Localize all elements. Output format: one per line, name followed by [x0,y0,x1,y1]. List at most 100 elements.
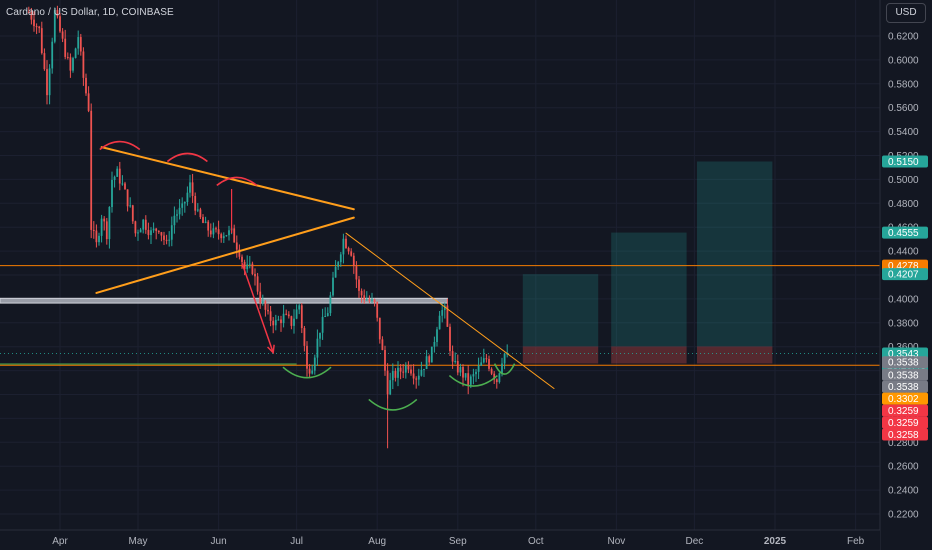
candle-body [144,219,147,230]
candle-body [222,236,225,239]
candle-body [178,207,181,215]
time-tick-label: Sep [449,536,467,547]
candle-body [256,276,259,292]
price-tick-label: 0.4400 [888,247,919,258]
price-tick-label: 0.2400 [888,486,919,497]
resistance-zone [0,297,448,304]
breakdown-arrow [241,262,274,353]
currency-button[interactable]: USD [886,3,926,23]
symbol-legend[interactable]: Cardano / US Dollar, 1D, COINBASE [6,7,174,18]
time-tick-label: Apr [52,536,68,547]
candle-body [35,26,38,28]
price-tick-label: 0.5800 [888,79,919,90]
candle-body [295,309,298,319]
candle-body [404,365,407,373]
candle-body [397,367,399,378]
price-tag-10 [882,404,928,417]
candle-body [303,328,306,346]
candle-body [116,168,119,177]
price-tick-label: 0.5000 [888,175,919,186]
price-tag-label: 0.4207 [888,270,919,281]
candle-body [365,299,368,301]
candle-body [373,299,376,303]
candle-body [72,58,74,71]
price-tick-label: 0.6200 [888,32,919,43]
price-tags: 0.51500.45550.42780.42070.354313:29:430.… [882,155,928,441]
inverse-shoulder-arc-3 [448,374,498,387]
target-zone-2 [611,232,687,347]
price-tag-7 [882,368,928,381]
candle-body [277,319,280,321]
candle-body [451,351,454,362]
price-tick-label: 0.2200 [888,510,919,521]
candle-body [274,319,277,326]
time-tick-label: May [129,536,148,547]
candle-body [204,221,207,223]
candle-body [121,183,124,185]
candle-body [391,371,394,381]
price-tag-9 [882,392,928,405]
candle-body [59,16,61,32]
shoulder-arc-3 [216,176,258,187]
candle-body [493,373,496,380]
candle-body [293,318,295,326]
candle-body [319,332,321,339]
shoulder-arc-2 [166,152,208,163]
candle-body [415,378,418,380]
time-tick-label: Jun [211,536,227,547]
time-tick-label: Oct [528,536,544,547]
time-axis[interactable]: Apr May Jun Jul Aug Sep Oct Nov Dec 2025 Feb [0,529,880,550]
candle-body [350,251,353,256]
candle-body [308,368,311,374]
candle-body [139,229,142,233]
price-tick-label: 0.4800 [888,199,919,210]
stop-zone-1 [522,346,599,364]
candle-body [280,319,282,324]
candle-body [163,235,165,240]
price-tag-label: 0.3259 [888,406,919,417]
candle-body [352,255,355,267]
candle-body [475,371,477,375]
candle-body [212,228,215,235]
candle-body [113,176,116,180]
candle-body [462,367,464,378]
price-tag-label: 0.3538 [888,370,919,381]
candle-body [74,48,77,59]
pattern-drawings [95,140,555,411]
candle-body [441,310,444,316]
candle-body [202,217,204,223]
candle-body [100,218,103,236]
candle-body [82,51,85,78]
descending-trendline [345,232,555,390]
horizontal-lines [0,265,880,366]
candlestick-series [27,5,509,449]
candle-body [248,263,251,265]
candle-body [326,313,329,316]
candle-body [95,230,98,243]
candle-body [235,242,238,250]
candle-body [306,345,308,369]
candle-body [165,239,168,241]
candle-body [285,313,288,315]
price-tag-label: 0.3538 [888,382,919,393]
target-zone-1 [522,274,599,347]
candle-body [209,230,212,235]
candle-body [423,369,425,371]
price-tick-label: 0.5400 [888,127,919,138]
candle-body [261,301,264,303]
candle-body [378,317,381,340]
candle-body [384,349,386,371]
candle-body [85,77,87,94]
candle-body [298,305,301,310]
price-tag-label: 0.3538 [888,358,919,369]
candle-body [126,189,129,207]
candle-body [272,320,275,326]
candle-body [311,370,314,374]
candle-body [467,373,470,385]
candle-body [160,232,163,236]
candle-body [241,256,243,262]
price-tag-label: 0.3258 [888,430,919,441]
candle-body [430,346,433,363]
inverse-shoulder-arc-4 [493,363,516,375]
